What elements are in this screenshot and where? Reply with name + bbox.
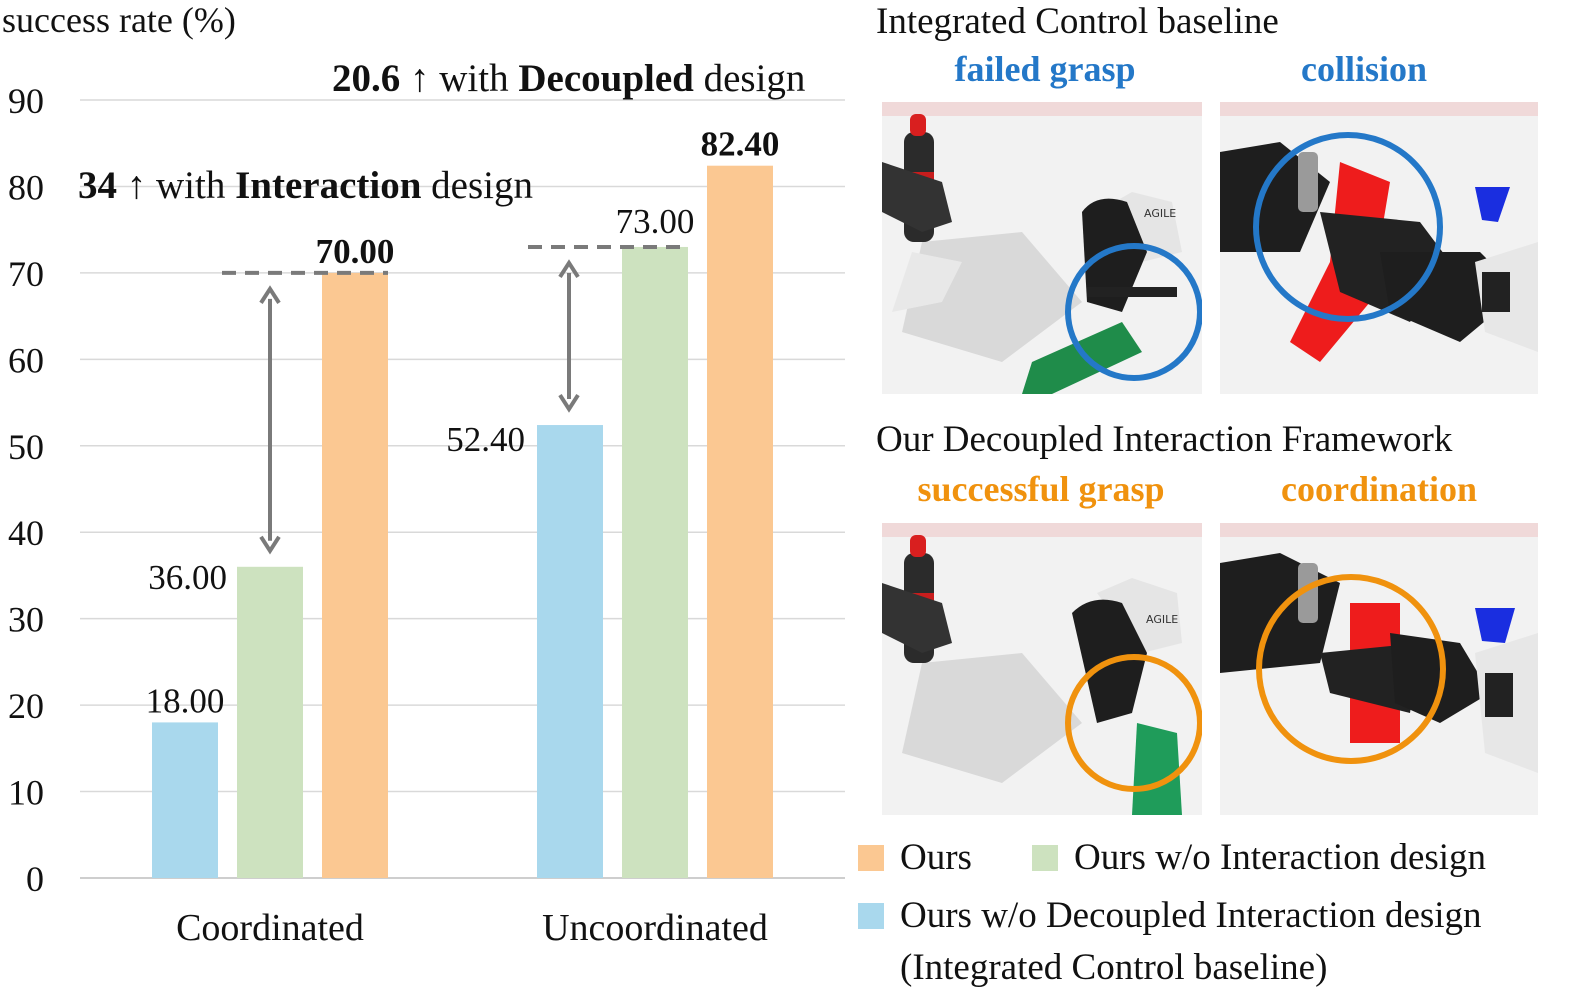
x-tick-coordinated: Coordinated xyxy=(176,907,364,949)
photo-collision xyxy=(1220,102,1538,394)
data-label-coordinated-0: 18.00 xyxy=(146,681,225,720)
collision-circle xyxy=(1253,132,1443,322)
annotation-interaction-post: design xyxy=(431,164,533,207)
data-label-coordinated-1: 36.00 xyxy=(148,558,227,597)
y-tick-40: 40 xyxy=(8,513,44,553)
y-tick-20: 20 xyxy=(8,686,44,726)
successful-grasp-circle xyxy=(1065,654,1202,792)
photo-successful-grasp: AGILE xyxy=(882,523,1202,815)
annotation-interaction-pre: with xyxy=(156,164,225,207)
arrow-decoupled-head-down xyxy=(558,393,580,413)
arrow-decoupled-head-up xyxy=(558,259,580,279)
bar-chart: success rate (%) 0 10 20 30 40 50 60 70 80 90 Coor… xyxy=(2,0,845,949)
bar-uncoordinated-2 xyxy=(707,165,773,879)
caption-failed-grasp: failed grasp xyxy=(954,49,1136,89)
annotation-interaction-value: 34 xyxy=(78,164,117,207)
caption-collision: collision xyxy=(1300,49,1428,89)
legend-swatch-no-interaction xyxy=(1032,844,1058,871)
legend-swatch-ours xyxy=(858,844,884,871)
failed-grasp-circle xyxy=(1065,243,1202,381)
bar-coordinated-1 xyxy=(237,566,303,878)
data-label-uncoordinated-2: 82.40 xyxy=(701,125,780,164)
y-tick-10: 10 xyxy=(8,773,44,813)
legend-label-no-decoupled-sub: (Integrated Control baseline) xyxy=(900,947,1328,988)
caption-successful-grasp: successful grasp xyxy=(917,469,1165,509)
bar-coordinated-2 xyxy=(322,272,388,878)
legend-label-ours: Ours xyxy=(900,837,972,878)
bar-coordinated-0 xyxy=(152,722,218,878)
y-tick-60: 60 xyxy=(8,340,44,380)
annotation-interaction: 34 ↑ with Interaction design xyxy=(78,164,533,207)
annotation-decoupled-pre: with xyxy=(439,57,508,100)
y-tick-0: 0 xyxy=(26,859,44,899)
y-tick-80: 80 xyxy=(8,167,44,207)
ours-title: Our Decoupled Interaction Framework xyxy=(876,419,1453,460)
y-axis-label: success rate (%) xyxy=(2,0,236,40)
data-label-uncoordinated-0: 52.40 xyxy=(446,420,525,459)
legend-item-no-interaction: Ours w/o Interaction design xyxy=(1032,836,1486,879)
y-tick-50: 50 xyxy=(8,427,44,467)
annotation-decoupled: 20.6 ↑ with Decoupled design xyxy=(332,57,805,100)
annotation-decoupled-arrow: ↑ xyxy=(410,57,430,100)
annotation-decoupled-post: design xyxy=(704,57,806,100)
y-tick-labels: 0 10 20 30 40 50 60 70 80 90 Coordinated Uncoordina… xyxy=(8,81,768,949)
legend-swatch-no-decoupled xyxy=(858,902,884,929)
photo-failed-grasp: AGILE xyxy=(882,102,1202,394)
annotation-decoupled-value: 20.6 xyxy=(332,57,400,100)
coordination-circle xyxy=(1256,574,1446,764)
legend-label-no-interaction: Ours w/o Interaction design xyxy=(1074,837,1487,878)
data-label-coordinated-2: 70.00 xyxy=(316,232,395,271)
annotation-interaction-bold: Interaction xyxy=(235,164,422,207)
photo-coordination xyxy=(1220,523,1538,815)
baseline-title: Integrated Control baseline xyxy=(876,1,1279,42)
y-tick-30: 30 xyxy=(8,600,44,640)
robot-label: AGILE xyxy=(1144,207,1176,220)
annotation-decoupled-bold: Decoupled xyxy=(518,57,694,100)
y-tick-90: 90 xyxy=(8,81,44,121)
bar-uncoordinated-1 xyxy=(622,246,688,878)
annotations xyxy=(222,244,688,555)
legend-item-no-decoupled: Ours w/o Decoupled Interaction design xyxy=(858,894,1482,937)
data-label-uncoordinated-1: 73.00 xyxy=(616,202,695,241)
annotation-interaction-arrow: ↑ xyxy=(127,164,147,207)
x-tick-uncoordinated: Uncoordinated xyxy=(542,907,768,949)
robot-label-2: AGILE xyxy=(1146,613,1178,626)
legend-item-ours: Ours xyxy=(858,836,972,879)
legend-label-no-decoupled: Ours w/o Decoupled Interaction design xyxy=(900,895,1482,936)
arrow-interaction-head-down xyxy=(259,535,281,555)
caption-coordination: coordination xyxy=(1280,469,1477,509)
bar-uncoordinated-0 xyxy=(537,425,603,878)
y-tick-70: 70 xyxy=(8,254,44,294)
arrow-interaction-head-up xyxy=(259,285,281,304)
